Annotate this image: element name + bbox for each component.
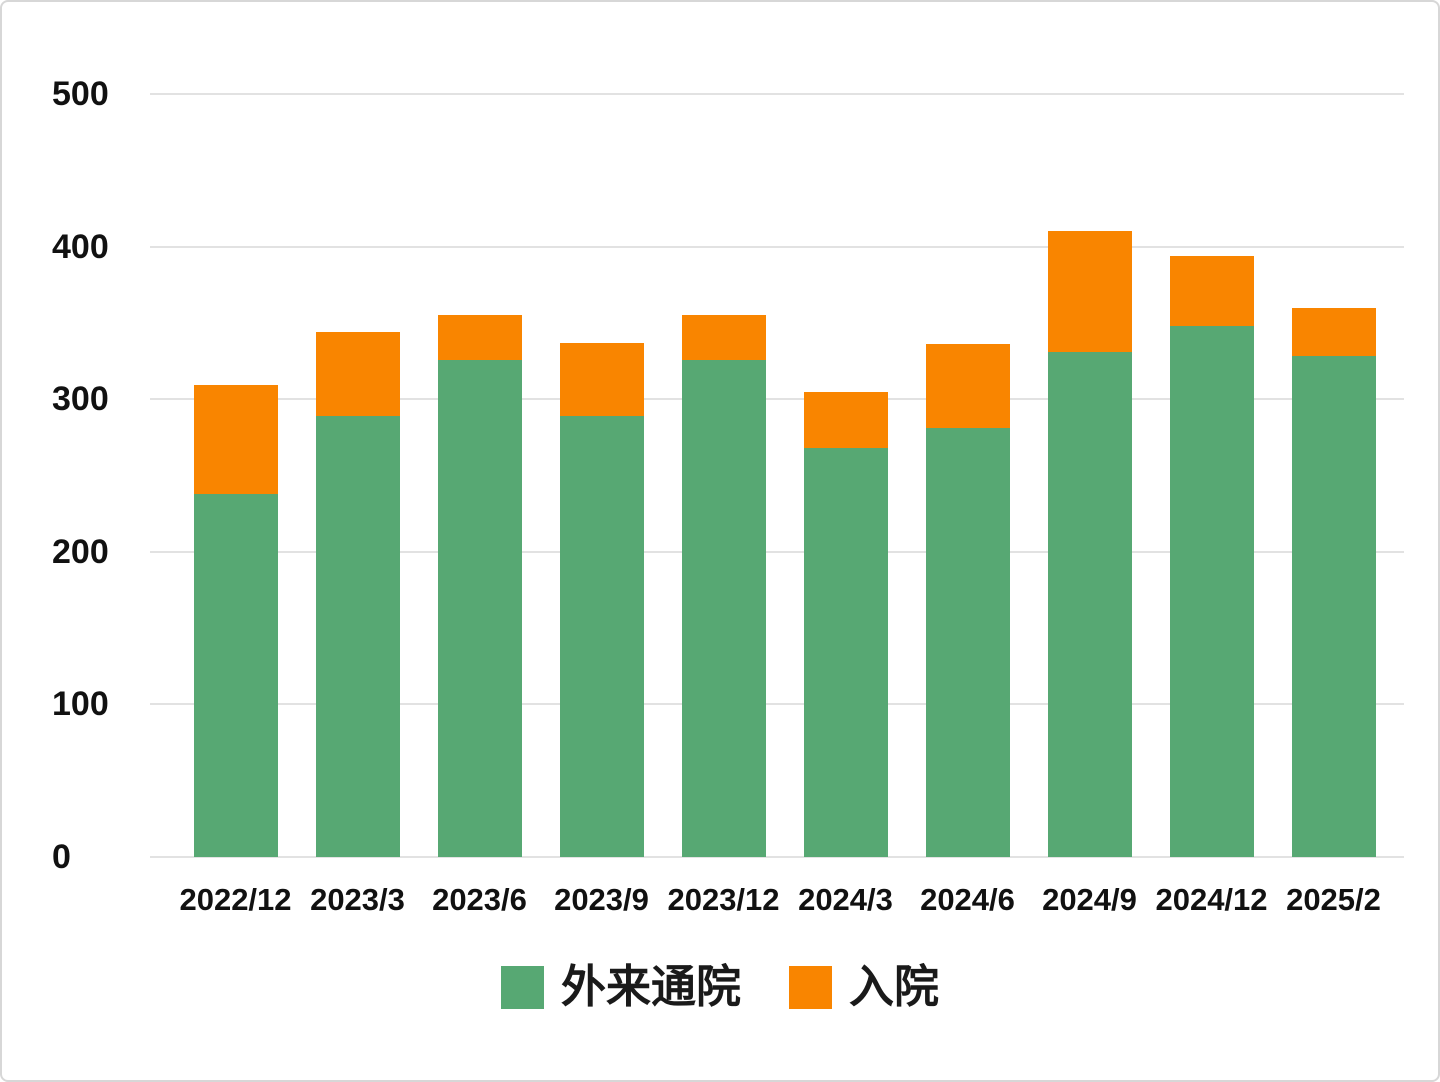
bar [315,94,400,857]
y-axis-tick-label: 300 [52,380,109,419]
x-axis-tick-label: 2024/3 [798,882,893,917]
gridline [150,245,1404,248]
bar [1047,94,1132,857]
plot-area [150,93,1404,858]
bar-segment-outpatient [1047,351,1132,857]
y-axis-tick-label: 400 [52,227,109,266]
bar-segment-outpatient [193,493,278,857]
x-axis-tick-label: 2024/9 [1042,882,1137,917]
gridline [150,703,1404,706]
legend: 外来通院 入院 [2,964,1438,1010]
legend-item-outpatient: 外来通院 [500,961,741,1012]
bar-segment-inpatient [925,344,1010,429]
gridline [150,398,1404,401]
bar-segment-outpatient [681,359,766,857]
bar-segment-inpatient [315,332,400,416]
bar-segment-inpatient [803,391,888,449]
bar [1291,94,1376,857]
x-axis-tick-label: 2024/12 [1155,882,1268,917]
x-axis-tick-label: 2023/6 [432,882,527,917]
bar-segment-outpatient [1169,325,1254,857]
bar [1169,94,1254,857]
y-axis-tick-label: 200 [52,532,109,571]
legend-item-inpatient: 入院 [789,964,939,1010]
x-axis-tick-label: 2022/12 [179,882,292,917]
x-axis-tick-label: 2024/6 [920,882,1015,917]
y-axis-tick-label: 100 [52,685,109,724]
bar [681,94,766,857]
gridline [150,856,1404,858]
bar-segment-inpatient [559,342,644,416]
bar-segment-inpatient [193,385,278,494]
legend-label-outpatient: 外来通院 [560,961,741,1012]
x-axis-tick-label: 2023/12 [667,882,780,917]
x-axis-tick-label: 2023/3 [310,882,405,917]
legend-swatch-inpatient [789,965,832,1009]
bar [803,94,888,857]
bar [559,94,644,857]
y-axis-tick-label: 0 [52,838,71,876]
bar-segment-inpatient [1169,255,1254,326]
legend-swatch-outpatient [500,965,544,1009]
x-axis-tick-label: 2023/9 [554,882,649,917]
bar-segment-outpatient [437,359,522,857]
bar [925,94,1010,857]
bar-segment-outpatient [925,428,1010,857]
bar-segment-outpatient [315,416,400,857]
bar-segment-outpatient [1291,356,1376,857]
bar-segment-inpatient [681,315,766,360]
bar [437,94,522,857]
bar-segment-inpatient [1291,307,1376,357]
bar-segment-outpatient [559,416,644,857]
gridline [150,93,1404,95]
bar [193,94,278,857]
bar-segment-inpatient [437,315,522,360]
legend-label-inpatient: 入院 [849,961,940,1012]
y-axis-tick-label: 500 [52,75,109,113]
gridline [150,550,1404,553]
bar-segment-outpatient [803,448,888,857]
bar-segment-inpatient [1047,231,1132,352]
x-axis-tick-label: 2025/2 [1286,882,1381,917]
